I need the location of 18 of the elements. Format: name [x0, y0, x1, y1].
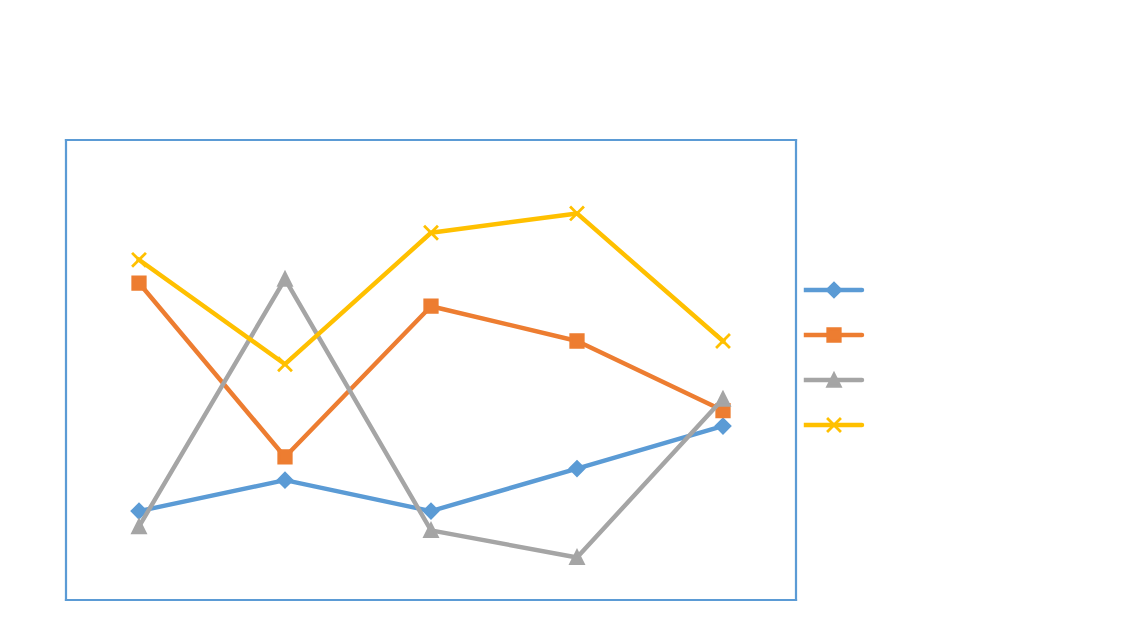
point	[423, 298, 439, 314]
point	[714, 332, 732, 350]
point	[422, 224, 440, 242]
point	[569, 333, 585, 349]
point	[276, 471, 294, 489]
point	[277, 449, 293, 465]
point	[569, 549, 585, 566]
point	[131, 275, 147, 291]
point	[130, 251, 148, 269]
point	[423, 522, 439, 539]
point	[568, 205, 586, 222]
point	[276, 355, 294, 373]
point	[131, 518, 147, 535]
point	[715, 391, 731, 407]
point	[422, 502, 440, 520]
point	[568, 460, 586, 477]
point	[714, 417, 732, 435]
point	[277, 271, 293, 287]
